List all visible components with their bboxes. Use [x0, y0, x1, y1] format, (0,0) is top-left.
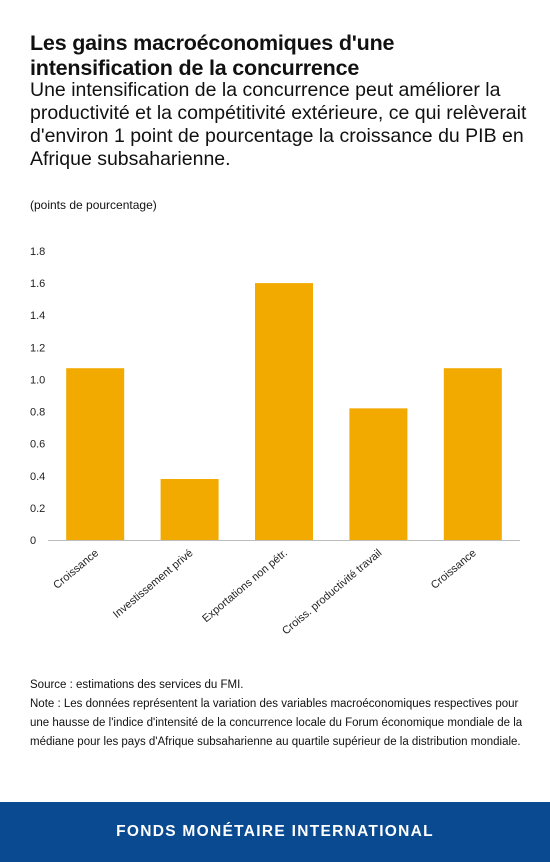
y-tick-label: 0.8 — [30, 407, 45, 419]
bar — [349, 408, 408, 540]
x-tick-label: Exportations non pétr. — [200, 547, 290, 625]
source-note: Source : estimations des services du FMI… — [30, 679, 244, 691]
x-tick-label: Croissance — [51, 547, 101, 592]
y-tick-label: 0 — [30, 535, 36, 547]
y-tick-label: 1.6 — [30, 278, 45, 290]
x-axis: Croissance Investissement privé Exportatio… — [51, 547, 478, 637]
bar-chart: 00.20.40.60.81.01.21.41.61.8 Croissance I… — [30, 246, 520, 637]
y-axis: 0 0.2 0.4 0.6 0.8 1.0 1.2 1.4 1.6 1.8 — [30, 246, 45, 547]
x-tick-label: Croissance — [429, 547, 479, 592]
imf-footer: FONDS MONÉTAIRE INTERNATIONAL — [0, 802, 550, 862]
bars — [66, 283, 502, 540]
chart-title: Les gains macroéconomiques d'une intensi… — [30, 31, 395, 80]
x-tick-label: Investissement privé — [111, 547, 196, 621]
y-tick-label: 1.4 — [30, 310, 45, 322]
x-tick-label: Croiss. productivité travail — [280, 547, 384, 637]
bar — [255, 283, 313, 540]
bar — [160, 478, 219, 540]
y-tick-label: 1.8 — [30, 246, 45, 258]
bar — [66, 368, 125, 540]
note-text: Note : Les données représentent la varia… — [30, 698, 523, 748]
chart-subtitle: Une intensification de la concurrence pe… — [30, 79, 527, 170]
y-tick-label: 0.4 — [30, 471, 45, 483]
imf-footer-label: FONDS MONÉTAIRE INTERNATIONAL — [116, 823, 434, 840]
y-tick-label: 1.0 — [30, 374, 45, 386]
y-tick-label: 1.2 — [30, 342, 45, 354]
y-tick-label: 0.2 — [30, 503, 45, 515]
y-tick-label: 0.6 — [30, 439, 45, 451]
bar — [443, 368, 502, 540]
footnotes: Source : estimations des services du FMI… — [30, 676, 525, 752]
unit-label: (points de pourcentage) — [30, 198, 157, 212]
